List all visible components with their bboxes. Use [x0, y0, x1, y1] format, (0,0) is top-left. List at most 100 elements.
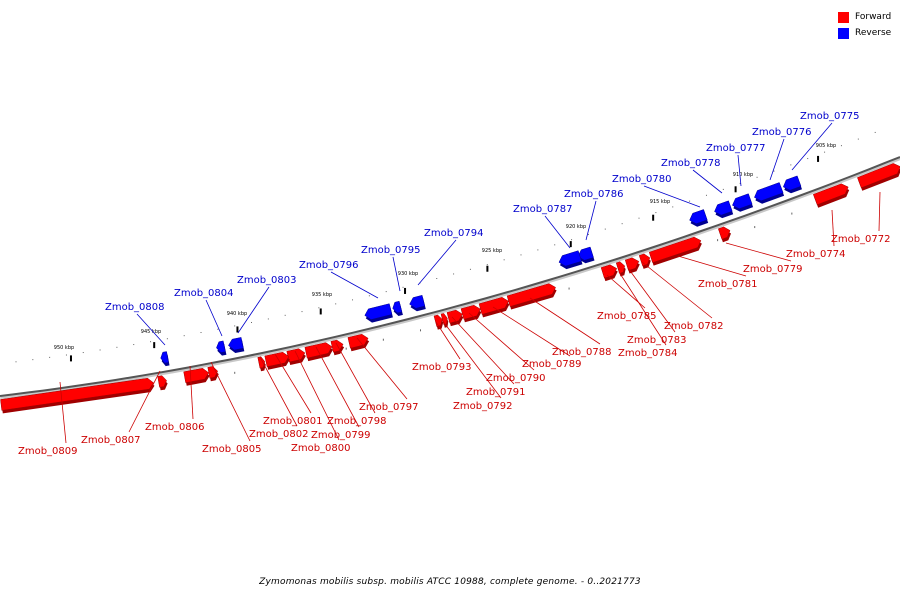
- tick-label: 935 kbp: [312, 292, 332, 298]
- gene-Zmob_0798: [330, 339, 345, 356]
- leader-line: [274, 353, 312, 414]
- gene-Zmob_0807: [157, 375, 168, 391]
- minor-tick: [32, 359, 34, 361]
- minor-tick: [655, 212, 657, 214]
- tick-label: 940 kbp: [227, 311, 247, 317]
- gene-label: Zmob_0775: [800, 111, 860, 122]
- minor-tick: [116, 346, 118, 348]
- gene-features: [0, 163, 900, 414]
- leader-line: [468, 312, 535, 371]
- gene-label: Zmob_0786: [564, 189, 624, 200]
- gene-arrow: [330, 339, 344, 353]
- gene-label: Zmob_0772: [831, 234, 891, 245]
- tick-label: 905 kbp: [816, 143, 836, 149]
- leader-line: [59, 381, 67, 444]
- lower-tick: [234, 371, 236, 374]
- gene-label: Zmob_0790: [486, 373, 546, 384]
- leader-line: [189, 365, 194, 420]
- gene-arrow: [812, 183, 849, 206]
- gene-arrow: [506, 283, 556, 307]
- gene-arrow: [638, 253, 651, 267]
- gene-arrow: [754, 182, 784, 202]
- gene-arrow: [364, 303, 393, 320]
- major-tick: [734, 186, 737, 193]
- gene-Zmob_0777: [732, 193, 754, 212]
- gene-Zmob_0794: [409, 294, 426, 312]
- gene-arrow: [207, 366, 219, 379]
- minor-tick: [587, 233, 589, 235]
- minor-tick: [520, 254, 522, 256]
- gene-label: Zmob_0796: [299, 260, 359, 271]
- gene-arrow: [558, 250, 582, 267]
- minor-tick: [368, 295, 370, 297]
- major-tick: [569, 241, 572, 248]
- gene-label: Zmob_0783: [627, 335, 687, 346]
- gene-label: Zmob_0785: [597, 311, 657, 322]
- leader-line: [725, 242, 792, 262]
- gene-arrow: [714, 200, 733, 216]
- minor-tick: [65, 354, 67, 356]
- leader-line: [831, 209, 835, 247]
- minor-tick: [166, 338, 168, 340]
- major-tick: [319, 308, 322, 315]
- gene-label: Zmob_0807: [81, 435, 141, 446]
- minor-tick: [773, 170, 775, 172]
- gene-Zmob_0795: [392, 300, 403, 316]
- major-tick: [486, 265, 489, 272]
- gene-arrow: [433, 314, 443, 327]
- gene-Zmob_0804: [216, 340, 227, 356]
- minor-tick: [571, 239, 573, 241]
- minor-tick: [284, 314, 286, 316]
- gene-label: Zmob_0806: [145, 422, 205, 433]
- genome-backbone: [0, 156, 900, 399]
- gene-label: Zmob_0797: [359, 402, 419, 413]
- minor-tick: [840, 145, 842, 147]
- leader-line: [585, 200, 597, 241]
- gene-Zmob_0772: [857, 163, 900, 191]
- gene-label: Zmob_0799: [311, 430, 371, 441]
- leader-line: [529, 297, 601, 345]
- leader-line: [737, 154, 742, 187]
- gene-arrow: [264, 351, 290, 367]
- gene-arrow: [392, 300, 403, 314]
- minor-tick: [503, 259, 505, 261]
- gene-label: Zmob_0789: [522, 359, 582, 370]
- gene-label: Zmob_0795: [361, 245, 421, 256]
- minor-tick: [183, 335, 185, 337]
- gene-Zmob_0776: [754, 182, 785, 204]
- minor-tick: [486, 264, 488, 266]
- leader-line: [641, 261, 713, 319]
- lower-tick: [717, 239, 719, 242]
- leader-line: [451, 316, 515, 385]
- gene-label: Zmob_0800: [291, 443, 351, 454]
- gene-label: Zmob_0808: [105, 302, 165, 313]
- gene-Zmob_0775: [782, 175, 802, 194]
- gene-label: Zmob_0778: [661, 158, 721, 169]
- gene-arrow: [782, 175, 802, 191]
- genome-caption: Zymomonas mobilis subsp. mobilis ATCC 10…: [259, 577, 641, 587]
- gene-arrow: [648, 236, 702, 263]
- minor-tick: [318, 307, 320, 309]
- backbone-shadow: [0, 157, 900, 399]
- minor-tick: [857, 138, 859, 140]
- reverse-swatch: [838, 27, 849, 39]
- backbone-line: [0, 156, 900, 397]
- gene-Zmob_0782: [638, 253, 651, 269]
- gene-Zmob_0788: [506, 283, 557, 310]
- leader-line: [205, 299, 223, 337]
- gene-label: Zmob_0780: [612, 174, 672, 185]
- leader-line: [878, 191, 881, 232]
- tick-label: 925 kbp: [482, 248, 502, 254]
- leader-line: [237, 286, 270, 334]
- gene-arrow: [732, 193, 753, 209]
- gene-arrow: [409, 294, 426, 309]
- leader-line: [618, 271, 667, 346]
- minor-tick: [251, 321, 253, 323]
- leader-line: [335, 342, 376, 414]
- minor-tick: [234, 325, 236, 327]
- gene-label: Zmob_0779: [743, 264, 803, 275]
- minor-tick: [722, 188, 724, 190]
- minor-tick: [790, 164, 792, 166]
- forward-swatch: [838, 11, 849, 23]
- gene-label: Zmob_0787: [513, 204, 573, 215]
